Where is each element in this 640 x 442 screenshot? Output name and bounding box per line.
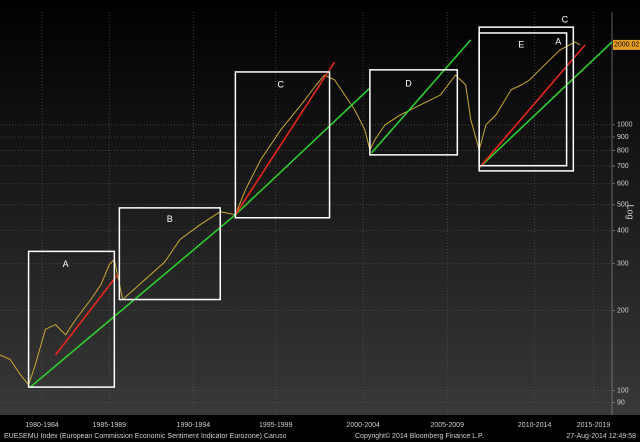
x-tick-label: 2010-2014 xyxy=(518,422,552,429)
last-value: 2000.02 xyxy=(614,42,639,49)
y-tick-label: 600 xyxy=(617,181,629,188)
annotation-label: E xyxy=(518,39,524,49)
y-tick-label: 1000 xyxy=(617,122,633,129)
index-title: EUESEMU Index (European Commission Econo… xyxy=(4,433,287,440)
copyright: Copyright© 2014 Bloomberg Finance L.P. xyxy=(355,432,484,440)
y-tick-label: 700 xyxy=(617,163,629,170)
x-tick-label: 1995-1999 xyxy=(259,422,293,429)
annotation-box xyxy=(118,207,222,301)
y-tick-label: 90 xyxy=(617,400,625,407)
annotation-label: B xyxy=(167,214,173,224)
y-tick-label: 100 xyxy=(617,387,629,394)
annotation-label: C xyxy=(278,79,285,89)
trend-line xyxy=(234,61,336,216)
annotation-box xyxy=(27,250,116,388)
annotation-label: A xyxy=(63,259,69,269)
annotation-box xyxy=(478,32,568,167)
footer-bg xyxy=(0,415,640,442)
trend-line xyxy=(54,274,119,356)
trend-line xyxy=(370,39,472,154)
x-tick-label: 1985-1989 xyxy=(93,422,127,429)
timestamp: 27-Aug-2014 12:49:58 xyxy=(566,433,636,440)
y-tick-label: 900 xyxy=(617,134,629,141)
x-tick-label: 1990-1994 xyxy=(177,422,211,429)
annotation-label: C xyxy=(562,14,569,24)
y-tick-label: 500 xyxy=(617,202,629,209)
x-tick-label: 1980-1984 xyxy=(25,422,59,429)
annotation-label: A xyxy=(555,36,561,46)
y-tick-label: 300 xyxy=(617,261,629,268)
y-tick-label: 200 xyxy=(617,307,629,314)
x-tick-label: 2000-2004 xyxy=(346,422,380,429)
annotation-box xyxy=(369,69,459,156)
annotation-label: D xyxy=(405,78,412,88)
y-tick-label: 800 xyxy=(617,147,629,154)
annotation-box xyxy=(234,71,331,219)
trend-line xyxy=(478,41,613,169)
trend-line xyxy=(478,44,586,169)
x-tick-label: 2005-2009 xyxy=(430,422,464,429)
y-axis-label: Log xyxy=(626,204,636,219)
price-line xyxy=(0,41,581,386)
x-tick-label: 2015-2019 xyxy=(577,422,611,429)
y-tick-label: 400 xyxy=(617,227,629,234)
last-value-box xyxy=(613,39,640,50)
